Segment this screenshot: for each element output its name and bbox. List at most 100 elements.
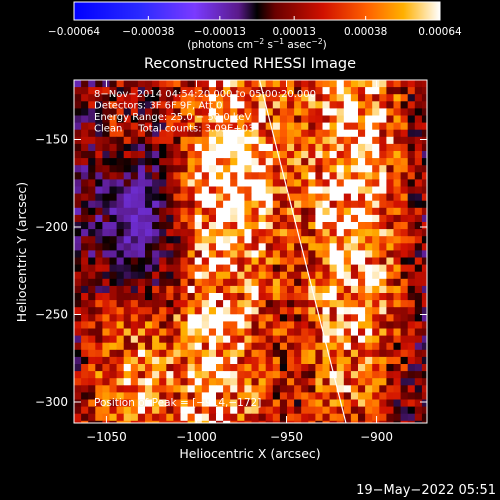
image-pixel [102, 264, 110, 273]
image-pixel [159, 271, 167, 280]
image-pixel [329, 236, 338, 244]
image-pixel [145, 151, 153, 159]
image-pixel [287, 129, 295, 138]
image-pixel [272, 285, 281, 294]
image-pixel [358, 158, 366, 166]
image-pixel [223, 300, 231, 308]
image-pixel [237, 335, 245, 344]
image-pixel [315, 406, 323, 415]
image-pixel [180, 129, 188, 138]
colorbar: −0.00064 −0.00038 −0.00013 0.00013 0.00038 0.… [48, 1, 462, 51]
image-pixel [322, 392, 330, 400]
image-pixel [95, 335, 103, 344]
image-pixel [421, 193, 427, 202]
image-pixel [237, 413, 245, 422]
image-pixel [343, 172, 352, 180]
image-pixel [350, 179, 359, 187]
image-pixel [301, 200, 309, 209]
image-pixel [294, 385, 302, 393]
image-pixel [315, 335, 323, 344]
image-pixel [379, 179, 387, 187]
image-pixel [329, 392, 338, 400]
image-pixel [315, 115, 323, 123]
image-pixel [173, 413, 181, 422]
image-pixel [201, 214, 210, 223]
image-pixel [272, 200, 281, 209]
image-pixel [272, 122, 281, 131]
image-pixel [152, 335, 160, 344]
image-pixel [308, 129, 316, 138]
image-pixel [81, 385, 89, 393]
image-pixel [372, 420, 380, 423]
image-pixel [294, 143, 302, 152]
image-pixel [329, 94, 338, 102]
image-pixel [372, 229, 380, 237]
image-pixel [123, 143, 132, 152]
image-pixel [336, 214, 345, 223]
image-pixel [130, 108, 139, 116]
image-pixel [109, 108, 117, 116]
image-pixel [95, 420, 103, 423]
image-pixel [102, 229, 110, 237]
image-pixel [336, 250, 345, 258]
image-pixel [414, 222, 423, 230]
image-pixel [287, 158, 295, 166]
image-pixel [166, 342, 174, 351]
image-pixel [137, 321, 146, 329]
image-pixel [159, 172, 167, 180]
image-pixel [365, 136, 373, 145]
image-pixel [109, 122, 117, 131]
image-pixel [414, 392, 423, 400]
image-pixel [123, 80, 132, 88]
image-pixel [329, 186, 338, 194]
image-pixel [421, 94, 427, 102]
image-pixel [258, 392, 267, 400]
image-pixel [400, 385, 409, 393]
image-pixel [301, 243, 309, 251]
image-pixel [194, 143, 203, 152]
image-pixel [130, 335, 139, 344]
image-pixel [173, 165, 181, 173]
image-pixel [358, 207, 366, 216]
image-pixel [74, 200, 82, 209]
image-pixel [237, 129, 245, 138]
image-pixel [407, 214, 416, 223]
image-pixel [365, 356, 373, 365]
image-pixel [343, 328, 352, 336]
image-pixel [230, 143, 238, 152]
image-pixel [251, 328, 259, 336]
image-pixel [414, 243, 423, 251]
image-pixel [372, 136, 380, 145]
image-pixel [393, 413, 401, 422]
image-pixel [74, 356, 82, 365]
image-pixel [379, 364, 387, 372]
image-pixel [287, 349, 295, 358]
image-pixel [386, 143, 394, 152]
image-pixel [152, 179, 160, 187]
image-pixel [308, 108, 316, 116]
image-pixel [88, 250, 96, 258]
image-pixel [152, 143, 160, 152]
image-pixel [308, 364, 316, 372]
image-pixel [272, 413, 281, 422]
image-pixel [393, 420, 401, 423]
image-pixel [74, 243, 82, 251]
image-pixel [109, 285, 117, 294]
image-pixel [216, 371, 224, 379]
image-pixel [258, 250, 267, 258]
image-pixel [329, 406, 338, 415]
image-pixel [258, 122, 267, 131]
image-pixel [421, 413, 427, 422]
image-pixel [173, 200, 181, 209]
image-pixel [95, 143, 103, 152]
image-pixel [116, 406, 125, 415]
image-pixel [223, 271, 231, 280]
image-pixel [294, 115, 302, 123]
image-pixel [74, 158, 82, 166]
image-pixel [251, 222, 259, 230]
image-pixel [336, 264, 345, 273]
image-pixel [421, 101, 427, 109]
image-pixel [159, 328, 167, 336]
image-pixel [407, 321, 416, 329]
image-pixel [294, 186, 302, 194]
